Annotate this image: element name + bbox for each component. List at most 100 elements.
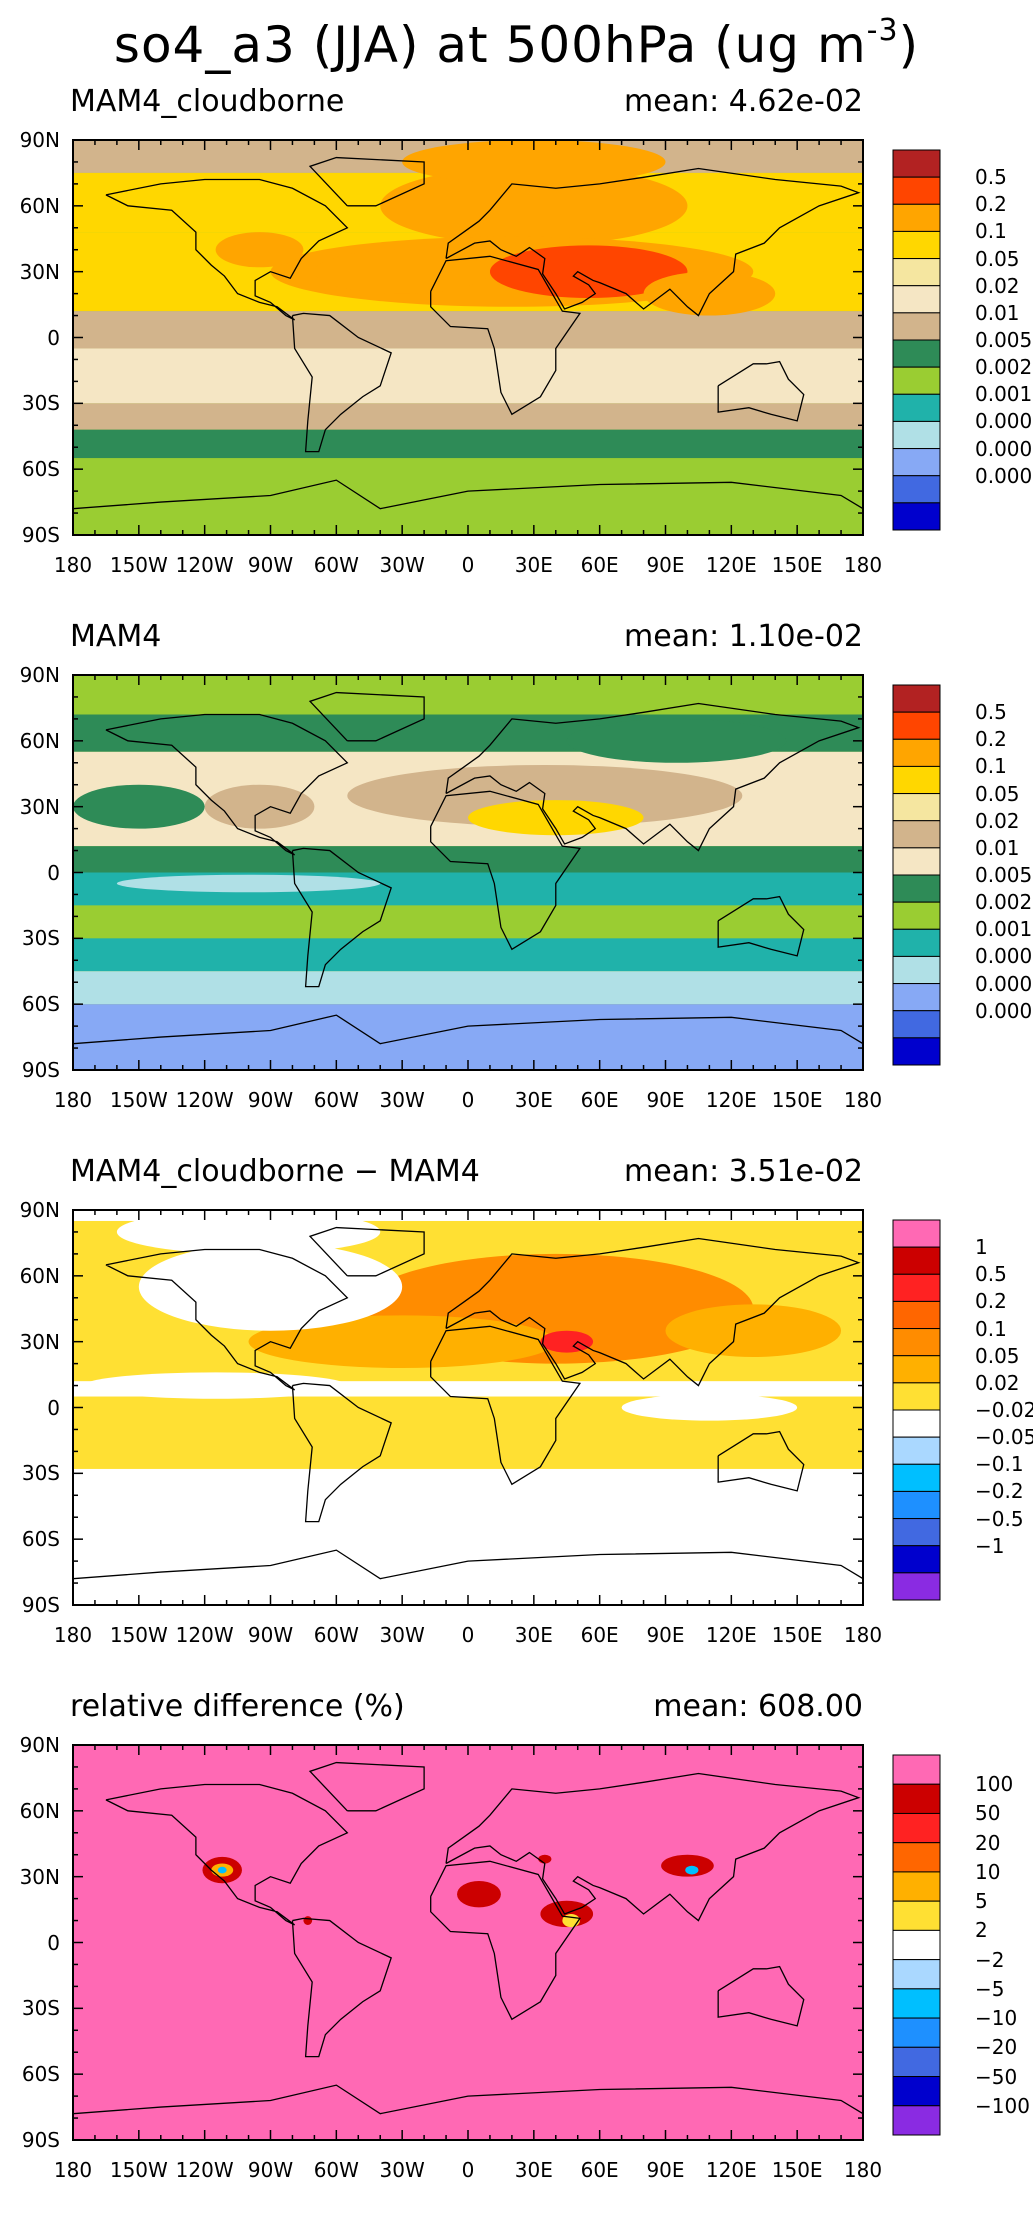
coastline <box>291 847 392 988</box>
colorbar-label: 5 <box>975 1889 988 1914</box>
colorbar-swatch <box>892 285 941 314</box>
lon-label: 180 <box>843 1623 883 1647</box>
lon-label: 150W <box>109 2158 168 2182</box>
lon-label: 30E <box>514 1088 553 1112</box>
field-region <box>489 245 688 298</box>
coastline <box>105 1248 349 1391</box>
colorbar-swatch <box>892 1436 941 1465</box>
field-region <box>380 166 688 246</box>
colorbar-swatch <box>892 1010 941 1039</box>
lat-label: 60N <box>19 1263 60 1288</box>
colorbar-label: 100 <box>975 1772 1014 1797</box>
colorbar-label: −0.1 <box>975 1452 1024 1477</box>
lon-label: 0 <box>461 1623 475 1647</box>
lon-label: 120E <box>705 1088 757 1112</box>
field-background <box>73 1745 863 2140</box>
field-band <box>73 846 863 873</box>
lon-label: 30W <box>379 1623 425 1647</box>
lon-label: 60E <box>580 2158 619 2182</box>
lon-label: 150E <box>771 553 823 577</box>
panel-title: relative difference (%) <box>70 1689 405 1724</box>
coastline <box>73 1014 863 1045</box>
coastline <box>105 713 349 856</box>
colorbar-label: 0.0002 <box>975 971 1033 996</box>
colorbar-swatch <box>892 1409 941 1438</box>
coastline <box>291 1382 392 1523</box>
lon-label: 30E <box>514 553 553 577</box>
lon-label: 90W <box>247 1623 294 1647</box>
field-region <box>116 1210 381 1254</box>
field-region <box>402 140 666 184</box>
coastline <box>73 479 863 510</box>
coastline <box>717 1965 805 2027</box>
colorbar-label: 0.002 <box>975 890 1033 915</box>
lon-label: 150W <box>109 1088 168 1112</box>
lat-label: 60N <box>19 193 60 218</box>
map-plot <box>72 674 941 1071</box>
colorbar-label: 0.05 <box>975 246 1020 271</box>
colorbar-label: 50 <box>975 1801 1001 1826</box>
lon-label: 120E <box>705 553 757 577</box>
colorbar-swatch <box>892 1463 941 1492</box>
lat-label: 30N <box>19 1329 60 1354</box>
lon-label: 30E <box>514 1623 553 1647</box>
colorbar-label: 0.02 <box>975 808 1020 833</box>
colorbar-swatch <box>892 955 941 985</box>
colorbar-swatch <box>892 149 941 178</box>
colorbar-label: 0.0005 <box>975 409 1033 434</box>
coastline <box>105 178 349 321</box>
figure-title-exponent: -3 <box>866 13 899 48</box>
colorbar-swatch <box>892 1490 941 1520</box>
field-layer <box>73 1745 863 2140</box>
lon-label: 180 <box>843 1088 883 1112</box>
colorbar-swatch <box>892 2105 941 2136</box>
map-panel: relative difference (%) mean: 608.00 100 50… <box>0 1690 1033 2230</box>
colorbar-label: 0.2 <box>975 192 1007 217</box>
colorbar-label: −0.02 <box>975 1398 1033 1422</box>
field-region <box>215 232 304 268</box>
colorbar-swatch <box>892 738 941 767</box>
colorbar-swatch <box>892 393 941 422</box>
field-region <box>661 1854 714 1877</box>
colorbar-swatch <box>892 475 941 504</box>
colorbar-swatch <box>892 1219 941 1248</box>
colorbar-swatch <box>892 366 941 395</box>
colorbar-label: 0.1 <box>975 1316 1007 1341</box>
colorbar-swatch <box>892 230 941 260</box>
colorbar-label: 0.02 <box>975 273 1020 298</box>
lon-label: 150W <box>109 553 168 577</box>
map-plot <box>72 1744 941 2141</box>
colorbar-swatch <box>892 874 941 903</box>
colorbar-label: 0.5 <box>975 700 1007 725</box>
coastline <box>445 1237 861 1387</box>
field-region <box>303 1916 313 1925</box>
colorbar-label: 0.005 <box>975 328 1033 352</box>
lat-label: 90S <box>21 523 60 547</box>
lon-label: 90E <box>646 553 685 577</box>
lon-label: 30W <box>379 1088 425 1112</box>
map-plot <box>72 1209 941 1606</box>
colorbar-swatch <box>892 1783 941 1814</box>
colorbar-swatch <box>892 793 941 822</box>
lat-label: 60S <box>21 2062 60 2087</box>
field-band <box>73 905 863 939</box>
lat-label: 30N <box>19 259 60 284</box>
colorbar-swatch <box>892 1037 941 1066</box>
lat-label: 90S <box>21 1058 60 1082</box>
coastline <box>717 360 805 422</box>
field-band <box>73 311 863 349</box>
coastline <box>717 1430 805 1492</box>
lon-label: 60W <box>313 553 359 577</box>
coastline <box>73 1549 863 1580</box>
lat-label: 30S <box>21 1461 60 1486</box>
colorbar-label: −10 <box>975 2006 1018 2031</box>
colorbar-label: 2 <box>975 1918 988 1943</box>
colorbar-swatch <box>892 1572 941 1601</box>
panel-title: MAM4 <box>70 619 162 654</box>
colorbar-label: 0.0001 <box>975 998 1033 1023</box>
field-region <box>566 718 787 763</box>
coastline <box>291 1917 392 2058</box>
coastline <box>445 167 861 317</box>
lat-label: 60S <box>21 457 60 482</box>
field-layer <box>73 140 863 535</box>
